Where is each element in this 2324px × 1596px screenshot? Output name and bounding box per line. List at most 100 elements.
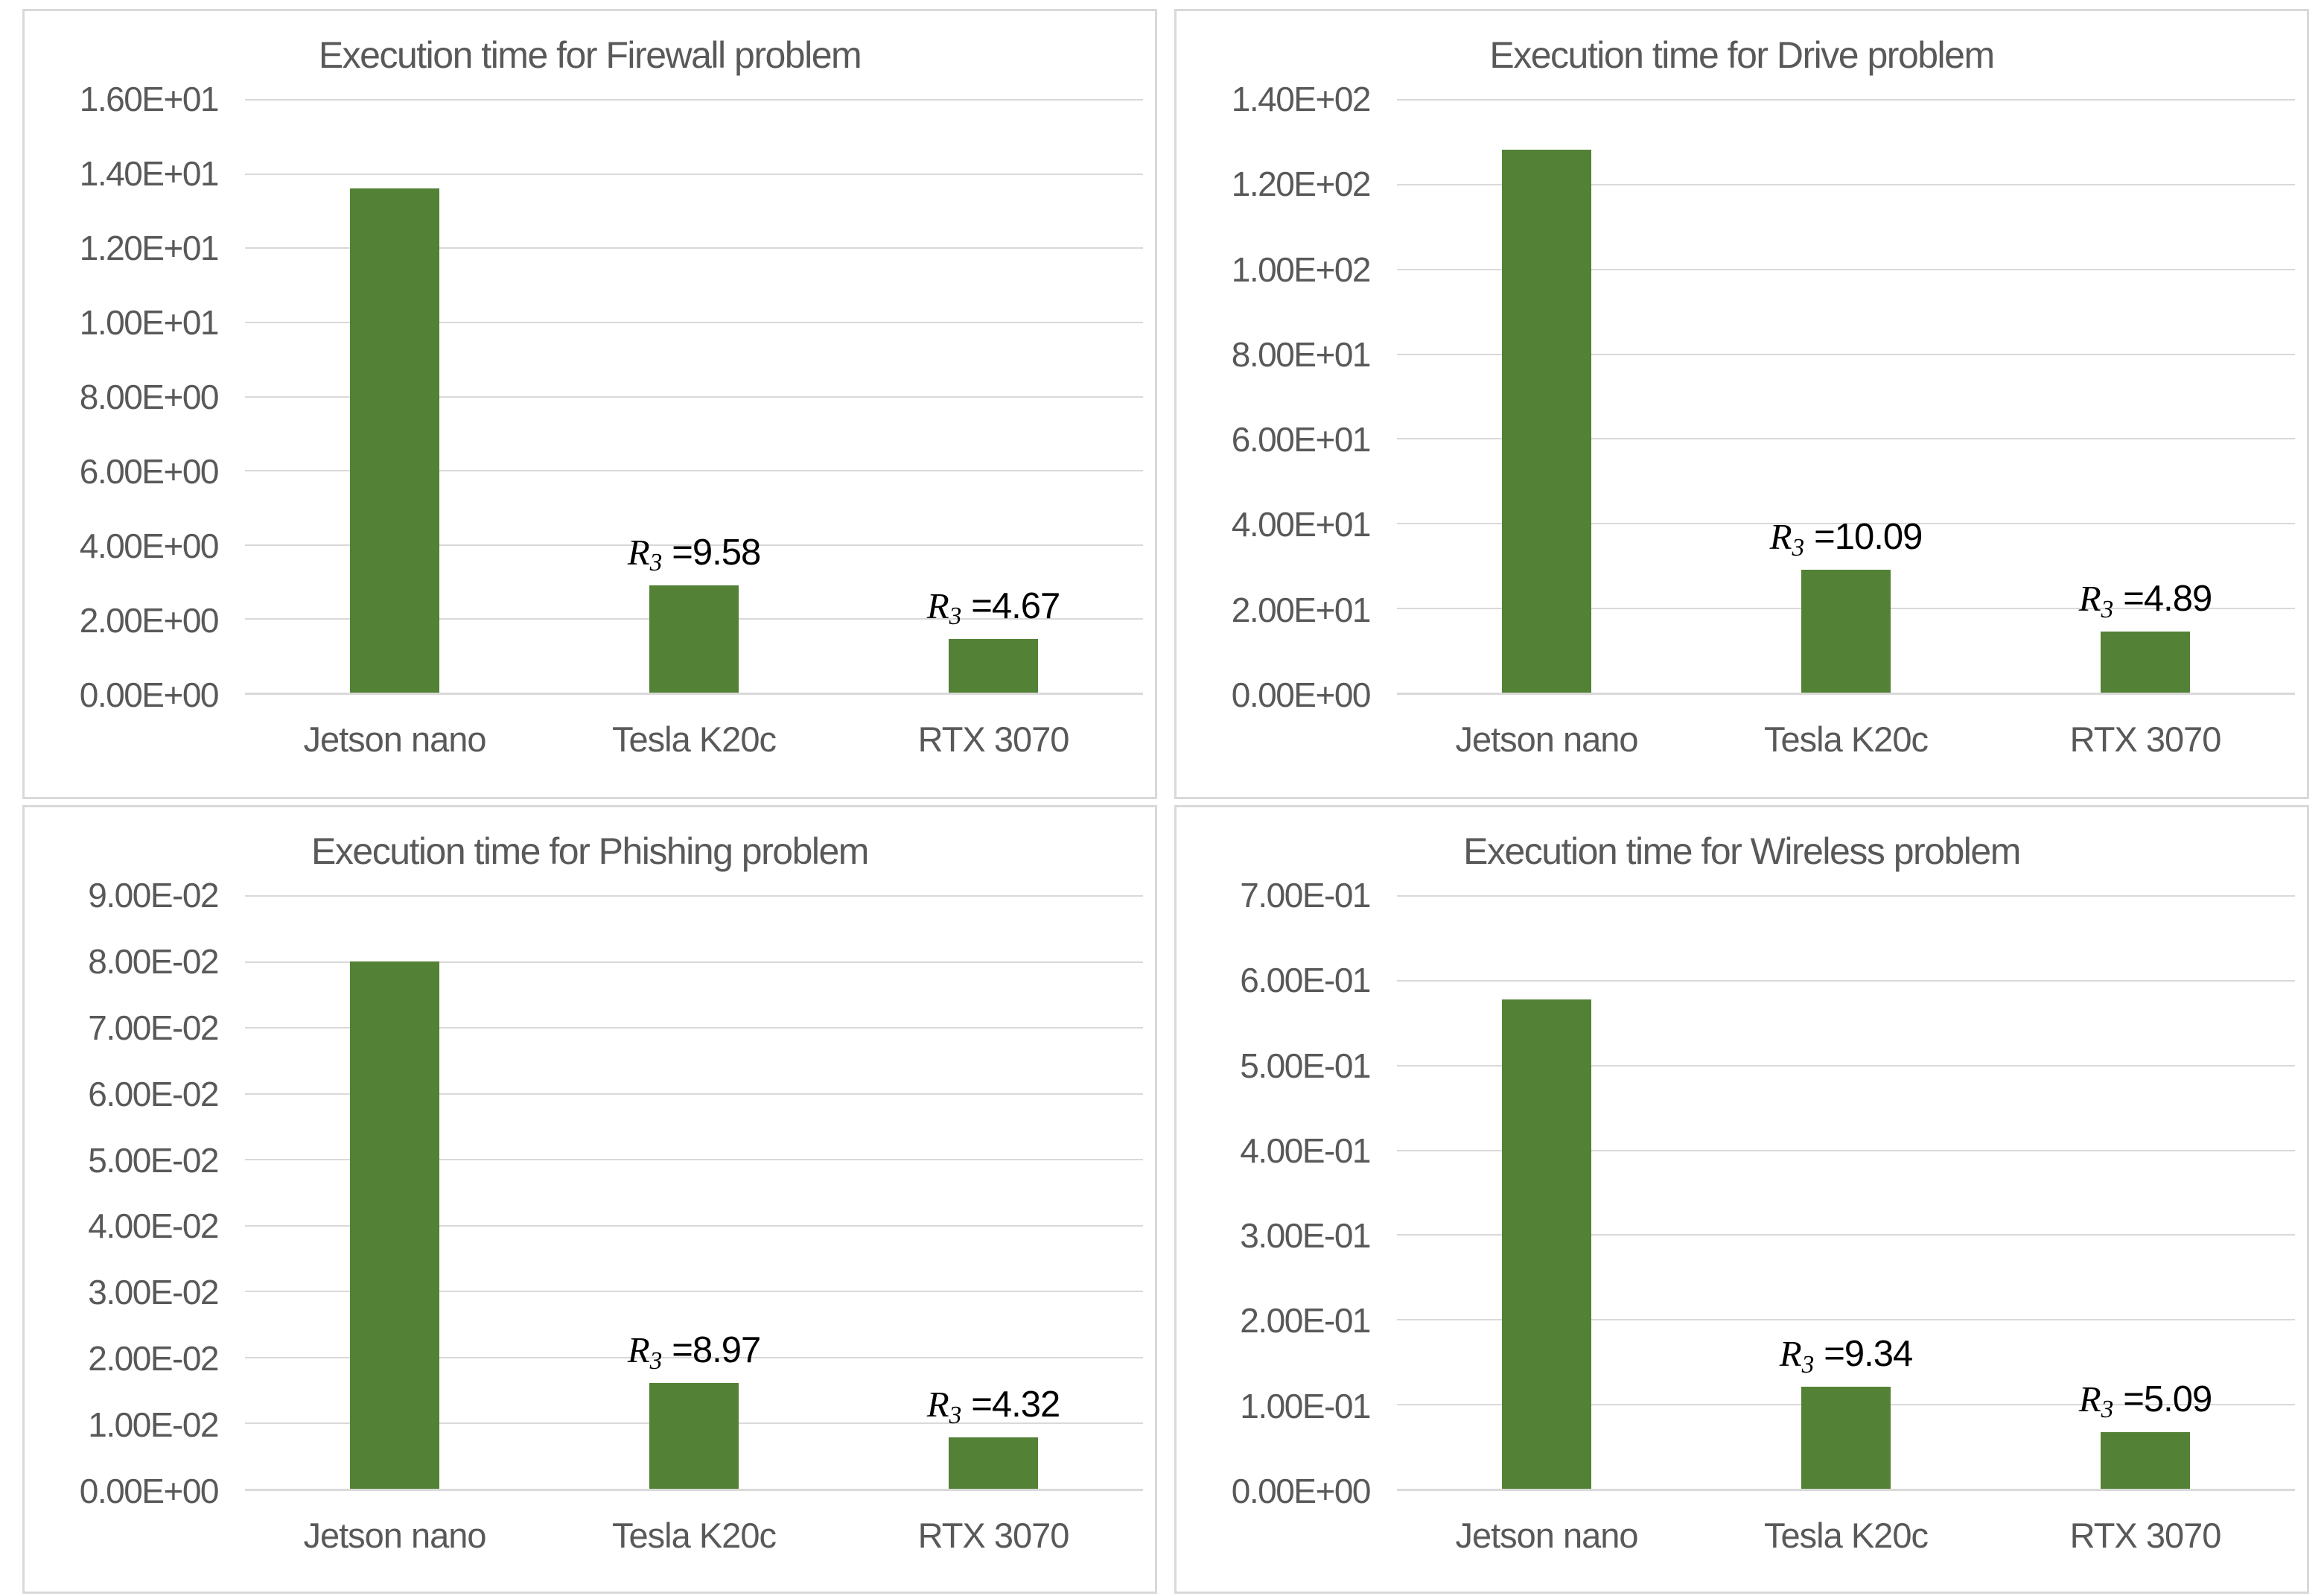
r-value: =4.89 [2123, 579, 2212, 620]
r-symbol: R [926, 1383, 949, 1425]
gridline [245, 1356, 1143, 1358]
category-label: Tesla K20c [612, 1516, 777, 1555]
y-tick-label: 1.00E-01 [1240, 1386, 1371, 1425]
y-tick-label: 9.00E-02 [88, 876, 219, 915]
bar [1801, 1387, 1891, 1489]
plot-area: R3 =9.58 R3 =4.67 [245, 99, 1143, 695]
y-tick-label: 4.00E-02 [88, 1206, 219, 1246]
bar [1801, 569, 1891, 693]
r-symbol: R [627, 1329, 650, 1371]
y-tick-label: 6.00E+01 [1231, 420, 1372, 460]
y-tick-label: 0.00E+00 [79, 1472, 220, 1510]
y-axis: 7.00E-01 6.00E-01 5.00E-01 4.00E-01 3.00E-01… [1188, 876, 1397, 1510]
bar [2100, 1431, 2191, 1489]
bar [948, 1437, 1039, 1489]
bar-annotation: R3 =4.32 [926, 1383, 1061, 1429]
y-tick-label: 2.00E+00 [79, 601, 220, 640]
y-tick-label: 8.00E+00 [79, 378, 220, 416]
gridline [1397, 1234, 2295, 1236]
plot-row: 1.40E+02 1.20E+02 1.00E+02 8.00E+01 6.00E+01… [1188, 80, 2295, 714]
y-tick-label: 1.20E+02 [1231, 165, 1372, 204]
y-tick-label: 6.00E-02 [88, 1074, 219, 1113]
y-tick-label: 5.00E-01 [1240, 1046, 1371, 1085]
y-tick-label: 0.00E+00 [79, 675, 220, 714]
y-tick-label: 1.00E+02 [1231, 249, 1372, 289]
y-tick-label: 7.00E-01 [1240, 876, 1371, 915]
plot-row: 1.60E+01 1.40E+01 1.20E+01 1.00E+01 8.00E+00… [36, 80, 1143, 714]
category-label: Tesla K20c [1764, 719, 1929, 759]
chart-title-row: Execution time for Wireless problem [1188, 807, 2295, 895]
gridline [1397, 99, 2295, 101]
y-tick-label: 8.00E+01 [1231, 334, 1372, 374]
plot-area: R3 =9.34 R3 =5.09 [1397, 895, 2295, 1491]
plot-row: 7.00E-01 6.00E-01 5.00E-01 4.00E-01 3.00E-01… [1188, 876, 2295, 1510]
gridline [245, 173, 1143, 175]
bar-annotation: R3 =4.67 [926, 585, 1061, 631]
gridline [1397, 183, 2295, 185]
y-tick-label: 1.40E+01 [79, 154, 220, 193]
r-symbol: R [926, 585, 949, 626]
r-symbol: R [1779, 1333, 1802, 1375]
bar [649, 1383, 739, 1489]
gridline [245, 99, 1143, 101]
bar-annotation: R3 =5.09 [2078, 1378, 2213, 1424]
r-value: =9.58 [672, 532, 761, 573]
category-label: Jetson nano [303, 719, 486, 759]
bar [349, 188, 440, 693]
gridline [245, 1224, 1143, 1227]
x-axis: Jetson nano Tesla K20c RTX 3070 [1397, 695, 2295, 797]
gridline [245, 1027, 1143, 1029]
category-label: RTX 3070 [2069, 1516, 2222, 1555]
x-axis: Jetson nano Tesla K20c RTX 3070 [245, 695, 1143, 797]
bar-annotation: R3 =9.34 [1779, 1332, 1914, 1379]
category-label: Jetson nano [1455, 1516, 1638, 1555]
gridline [1397, 438, 2295, 440]
bar-annotation: R3 =10.09 [1770, 515, 1923, 562]
r-subscript: 3 [1792, 533, 1805, 562]
r-symbol: R [2078, 1378, 2101, 1419]
category-label: RTX 3070 [917, 1516, 1070, 1555]
y-tick-label: 8.00E-02 [88, 941, 219, 981]
r-subscript: 3 [1801, 1351, 1815, 1379]
y-tick-label: 4.00E+00 [79, 527, 220, 565]
y-tick-label: 1.00E+01 [79, 303, 220, 342]
r-subscript: 3 [949, 603, 962, 631]
bar-annotation: R3 =9.58 [627, 531, 762, 577]
chart-title: Execution time for Wireless problem [1463, 830, 2021, 872]
r-value: =5.09 [2123, 1379, 2212, 1419]
y-tick-label: 0.00E+00 [1231, 1472, 1372, 1510]
category-label: Jetson nano [303, 1516, 486, 1555]
y-axis: 9.00E-02 8.00E-02 7.00E-02 6.00E-02 5.00E-02… [36, 876, 245, 1510]
y-tick-label: 1.60E+01 [79, 80, 220, 118]
r-subscript: 3 [949, 1401, 962, 1429]
gridline [245, 1291, 1143, 1293]
y-axis: 1.60E+01 1.40E+01 1.20E+01 1.00E+01 8.00E+00… [36, 80, 245, 714]
bar [2100, 632, 2191, 693]
y-tick-label: 4.00E-01 [1240, 1131, 1371, 1170]
gridline [1397, 1319, 2295, 1321]
gridline [1397, 1149, 2295, 1151]
r-value: =9.34 [1824, 1334, 1913, 1375]
y-tick-label: 7.00E-02 [88, 1008, 219, 1047]
gridline [1397, 268, 2295, 270]
chart-title-row: Execution time for Drive problem [1188, 11, 2295, 99]
r-symbol: R [627, 531, 650, 573]
gridline [245, 247, 1143, 249]
r-value: =4.67 [971, 585, 1060, 626]
category-label: RTX 3070 [917, 719, 1070, 759]
gridline [1397, 353, 2295, 355]
gridline [245, 470, 1143, 472]
bar-annotation: R3 =4.89 [2079, 577, 2213, 623]
gridline [1397, 523, 2295, 525]
bar [1501, 999, 1592, 1489]
plot-area: R3 =10.09 R3 =4.89 [1397, 99, 2295, 695]
gridline [1397, 1064, 2295, 1066]
bar [349, 961, 440, 1489]
gridline [245, 321, 1143, 323]
y-tick-label: 6.00E-01 [1240, 961, 1371, 1000]
bar [948, 638, 1039, 693]
y-tick-label: 2.00E-02 [88, 1339, 219, 1379]
gridline [245, 1159, 1143, 1161]
gridline [245, 395, 1143, 398]
